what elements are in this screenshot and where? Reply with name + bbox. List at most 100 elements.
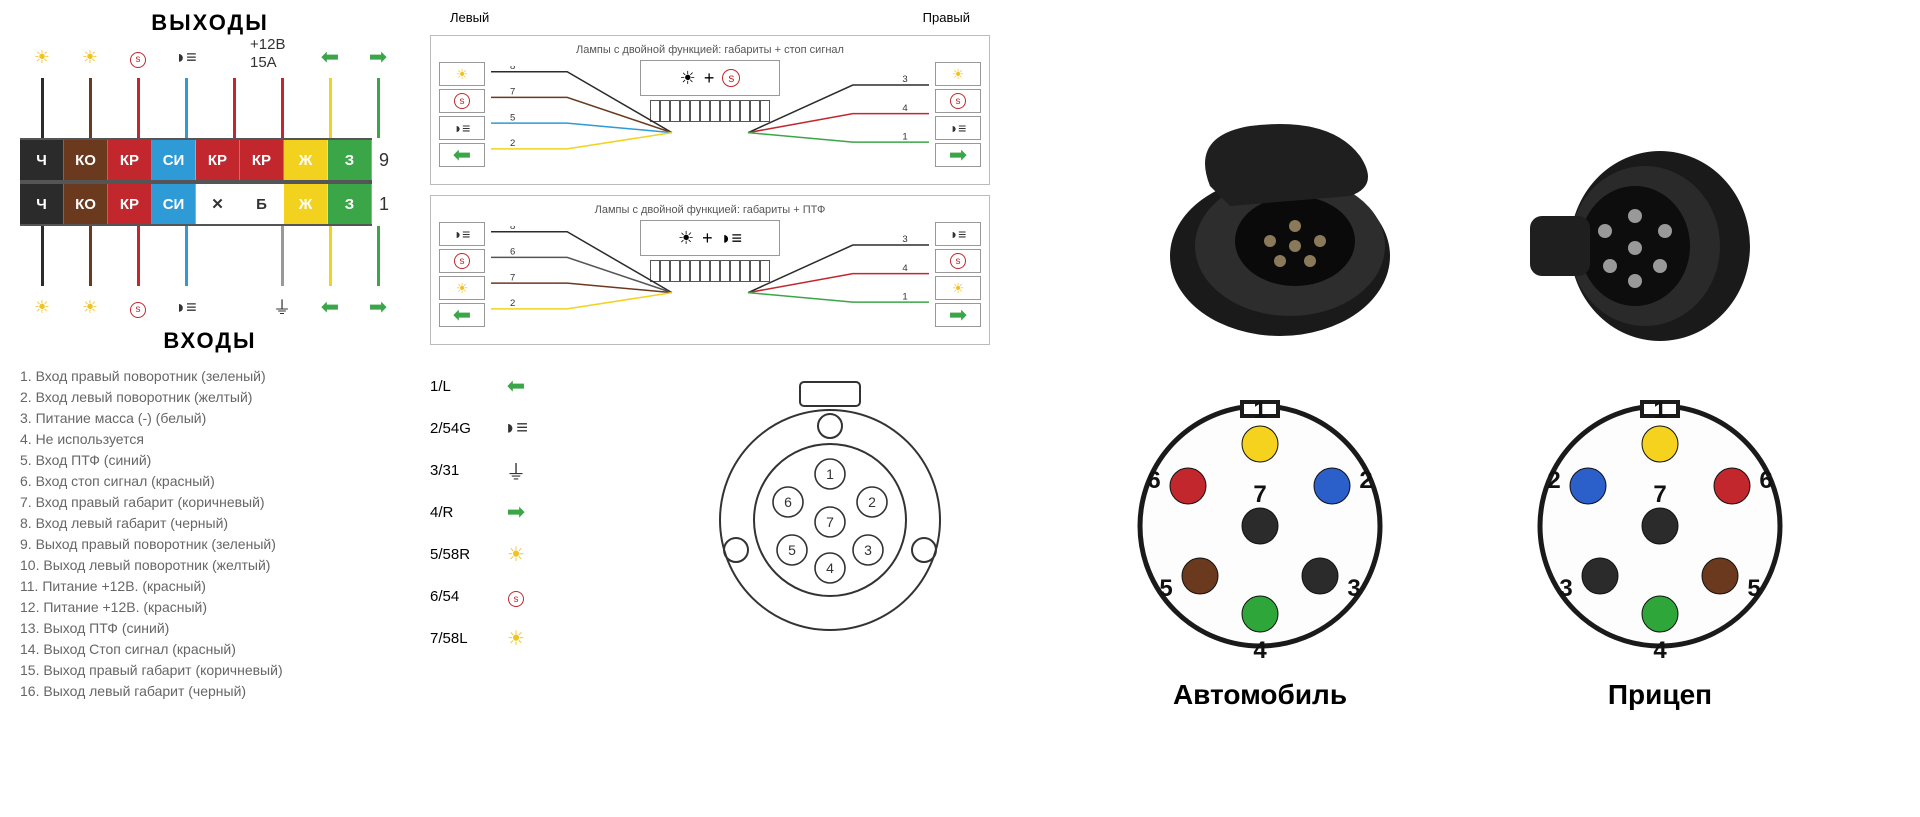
sun-yellow-icon: ☀ [20, 297, 64, 318]
svg-text:4: 4 [826, 560, 834, 576]
svg-text:1: 1 [1253, 397, 1266, 424]
sch1-wires: 8 7 5 2 3 4 1 [491, 66, 929, 173]
arrow-green-box: ➡ [935, 303, 981, 327]
svg-text:4: 4 [902, 103, 908, 114]
fog-lamp-box: ◗≡ [439, 222, 485, 246]
color-block: Ч [20, 140, 64, 180]
color-block: КР [240, 140, 284, 180]
svg-text:4: 4 [1253, 637, 1267, 664]
ground-icon: ⏚ [260, 294, 304, 320]
sch1-caption: Лампы с двойной функцией: габариты + сто… [439, 44, 981, 56]
svg-text:5: 5 [788, 542, 796, 558]
outputs-title: ВЫХОДЫ [20, 10, 400, 36]
pin-code: 5/58R [430, 546, 486, 563]
car-face: 1234567 Автомобиль [1120, 386, 1400, 711]
svg-text:3: 3 [864, 542, 872, 558]
wire [308, 226, 352, 286]
block-row-9: ЧКОКРСИКРКРЖЗ [20, 138, 372, 182]
fog-lamp-icon: ◗≡ [164, 297, 208, 318]
sun-yellow-icon: ☀ [20, 47, 64, 68]
svg-text:3: 3 [1347, 575, 1360, 602]
schematic-header: Левый Правый [430, 10, 990, 25]
fuse-amp: 15А [250, 54, 277, 71]
svg-text:2: 2 [510, 138, 515, 149]
color-block: КР [108, 184, 152, 224]
pin-code: 7/58L [430, 630, 486, 647]
legend-item: 15. Выход правый габарит (коричневый) [20, 660, 400, 681]
stop-red-icon: s [116, 296, 160, 318]
fog-lamp-box: ◗≡ [935, 222, 981, 246]
svg-text:5: 5 [1159, 575, 1172, 602]
arrow-green-box: ⬅ [439, 303, 485, 327]
wire [116, 226, 160, 286]
inputs-title: ВХОДЫ [20, 328, 400, 354]
stop-red-box: s [935, 249, 981, 273]
legend-item: 1. Вход правый поворотник (зеленый) [20, 366, 400, 387]
trailer-face: 1234567 Прицеп [1520, 386, 1800, 711]
wire [20, 226, 64, 286]
top-icon-row: ☀☀s◗≡⬅➡ [20, 40, 400, 74]
svg-text:1: 1 [1653, 397, 1666, 424]
sch2-caption: Лампы с двойной функцией: габариты + ПТФ [439, 204, 981, 216]
schematic-1: Лампы с двойной функцией: габариты + сто… [430, 35, 990, 185]
svg-text:4: 4 [902, 263, 908, 274]
svg-text:7: 7 [510, 87, 515, 98]
arrow-green-box: ➡ [935, 143, 981, 167]
wire [68, 226, 112, 286]
fog-lamp-box: ◗≡ [935, 116, 981, 140]
stop-red-box: s [439, 89, 485, 113]
svg-text:6: 6 [784, 494, 792, 510]
sun-yellow-box: ☀ [439, 276, 485, 300]
stop-red-box: s [439, 249, 485, 273]
sun-yellow-icon: ☀ [502, 626, 530, 651]
color-block: Ж [284, 140, 328, 180]
arrow-green-left-icon: ⬅ [502, 373, 530, 399]
fog-lamp-icon: ◗≡ [502, 417, 530, 440]
row-num-1: 1 [372, 182, 396, 226]
row-num-9: 9 [372, 138, 396, 182]
mid-panel: Левый Правый Лампы с двойной функцией: г… [420, 0, 1000, 817]
color-block: Ж [284, 184, 328, 224]
right-panel: 1234567 Автомобиль 1234567 Прицеп [1000, 0, 1920, 817]
legend-item: 10. Выход левый поворотник (желтый) [20, 555, 400, 576]
sch2-wires: 8672341 [491, 226, 929, 333]
legend-item: 16. Выход левый габарит (черный) [20, 681, 400, 702]
wire [20, 78, 64, 138]
svg-text:5: 5 [510, 112, 515, 123]
arrow-green-right-icon: ➡ [356, 44, 400, 70]
wire [116, 78, 160, 138]
svg-text:1: 1 [902, 131, 907, 142]
legend-item: 11. Питание +12В. (красный) [20, 576, 400, 597]
svg-text:3: 3 [1559, 575, 1572, 602]
stop-red-icon: s [116, 46, 160, 68]
svg-text:8: 8 [510, 66, 515, 72]
svg-text:3: 3 [902, 74, 907, 85]
arrow-green-right-icon: ➡ [356, 294, 400, 320]
stop-red-icon: s [502, 585, 530, 608]
arrow-green-right-icon: ➡ [502, 499, 530, 525]
pin-code: 6/54 [430, 588, 486, 605]
svg-text:2: 2 [510, 298, 515, 309]
wire [68, 78, 112, 138]
sun-yellow-box: ☀ [439, 62, 485, 86]
wire [164, 78, 208, 138]
bottom-icon-row: ☀☀s◗≡⏚⬅➡ [20, 290, 400, 324]
fog-lamp-icon: ◗≡ [164, 47, 208, 68]
color-block: Ч [20, 184, 64, 224]
trailer-face-svg: 1234567 [1520, 386, 1800, 666]
sun-yellow-icon: ☀ [68, 47, 112, 68]
connector-diagram: 1234567 [680, 340, 980, 660]
schematic-2: Лампы с двойной функцией: габариты + ПТФ… [430, 195, 990, 345]
wire [164, 226, 208, 286]
left-label: Левый [450, 10, 489, 25]
arrow-green-left-icon: ⬅ [308, 44, 352, 70]
right-label: Правый [923, 10, 970, 25]
sch1-right-col: ☀s◗≡➡ [935, 62, 981, 170]
svg-text:8: 8 [510, 226, 515, 232]
legend-item: 12. Питание +12В. (красный) [20, 597, 400, 618]
legend-item: 14. Выход Стоп сигнал (красный) [20, 639, 400, 660]
svg-text:6: 6 [510, 247, 515, 258]
sun-yellow-box: ☀ [935, 276, 981, 300]
svg-text:5: 5 [1747, 575, 1760, 602]
svg-text:6: 6 [1147, 467, 1160, 494]
